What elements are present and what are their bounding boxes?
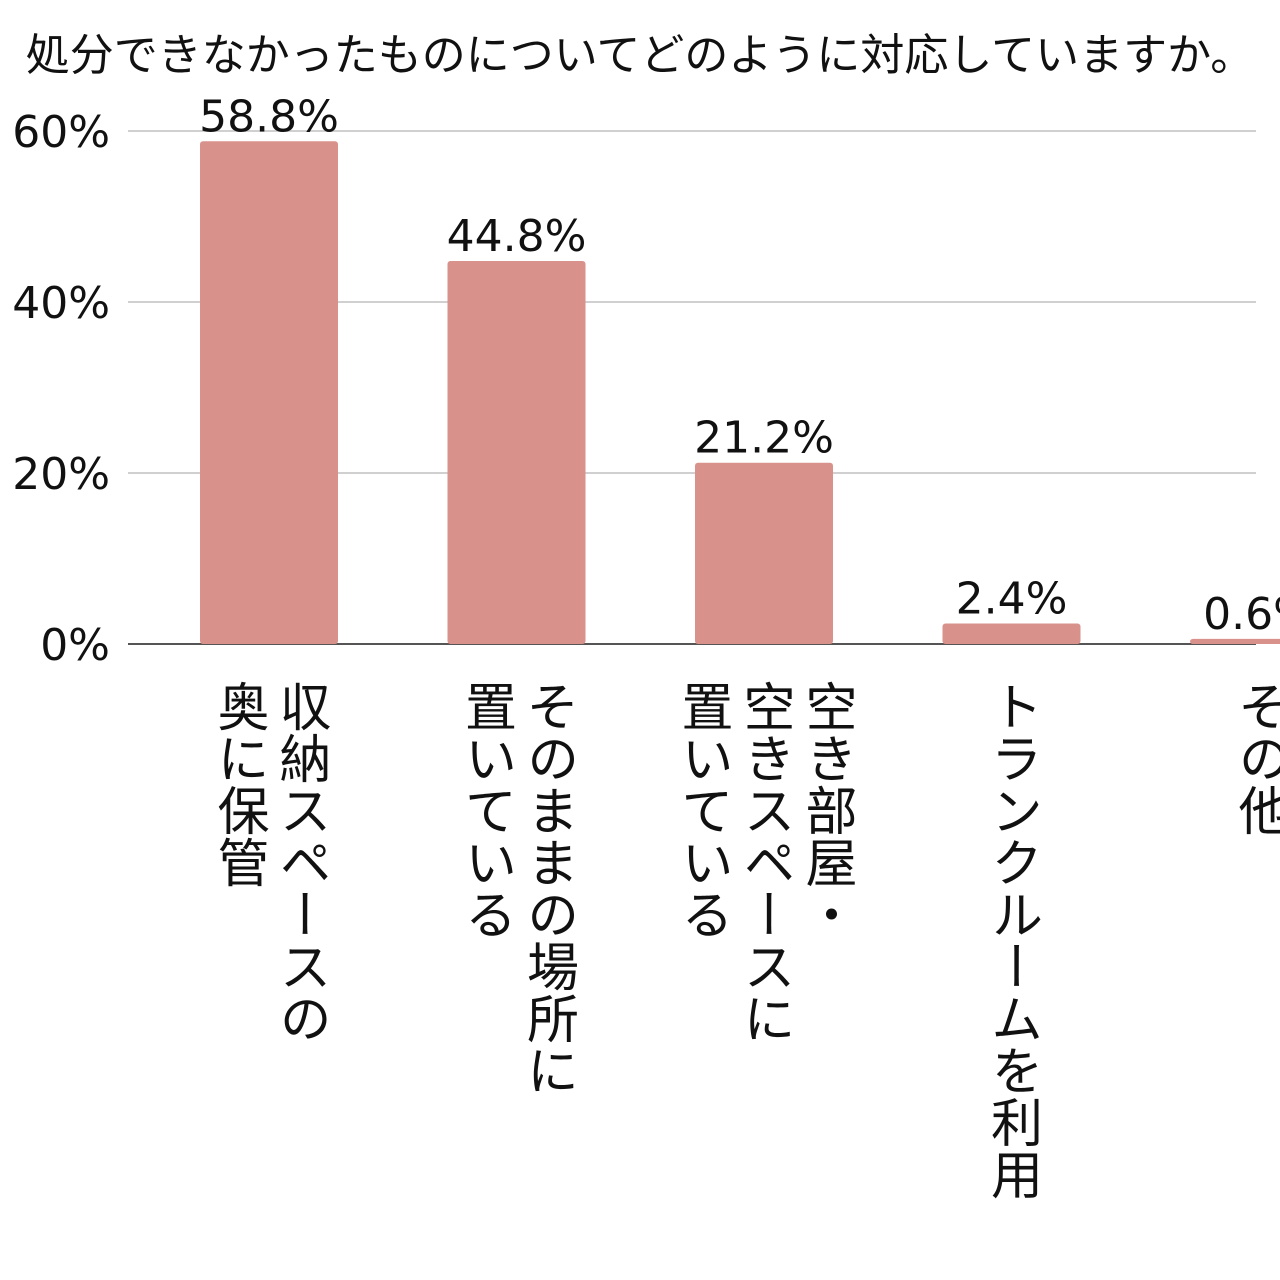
bar — [447, 260, 586, 644]
data-label: 44.8% — [447, 211, 587, 262]
bar — [200, 141, 338, 644]
category-label: 置いている — [456, 680, 516, 940]
bar — [1190, 638, 1280, 644]
y-tick-label: 0% — [40, 620, 110, 671]
category-label: トランクルームを利用 — [982, 680, 1042, 1200]
chart-title: 処分できなかったものについてどのように対応していますか。 — [26, 30, 1254, 81]
data-labels: 58.8% 44.8% 21.2% 2.4% 0.6% — [199, 91, 1280, 640]
y-tick-label: 20% — [12, 449, 110, 500]
data-label: 2.4% — [956, 573, 1068, 624]
category-label: 収納スペースの — [270, 680, 330, 1044]
category-label: 置いている — [672, 680, 732, 940]
bar — [942, 623, 1081, 644]
y-tick-label: 40% — [12, 278, 110, 329]
bar — [695, 462, 833, 644]
category-label: そのままの場所に — [518, 680, 578, 1096]
data-label: 58.8% — [199, 91, 339, 142]
bars — [200, 141, 1280, 644]
category-label: 空き部屋・ — [796, 680, 856, 940]
category-label: その他 — [1229, 680, 1280, 836]
category-label: 奥に保管 — [208, 680, 268, 888]
y-tick-label: 60% — [12, 107, 110, 158]
category-label: 空きスペースに — [734, 680, 794, 1044]
data-label: 0.6% — [1203, 589, 1280, 640]
data-label: 21.2% — [694, 413, 834, 464]
y-axis-ticks: 0% 20% 40% 60% — [12, 107, 110, 671]
